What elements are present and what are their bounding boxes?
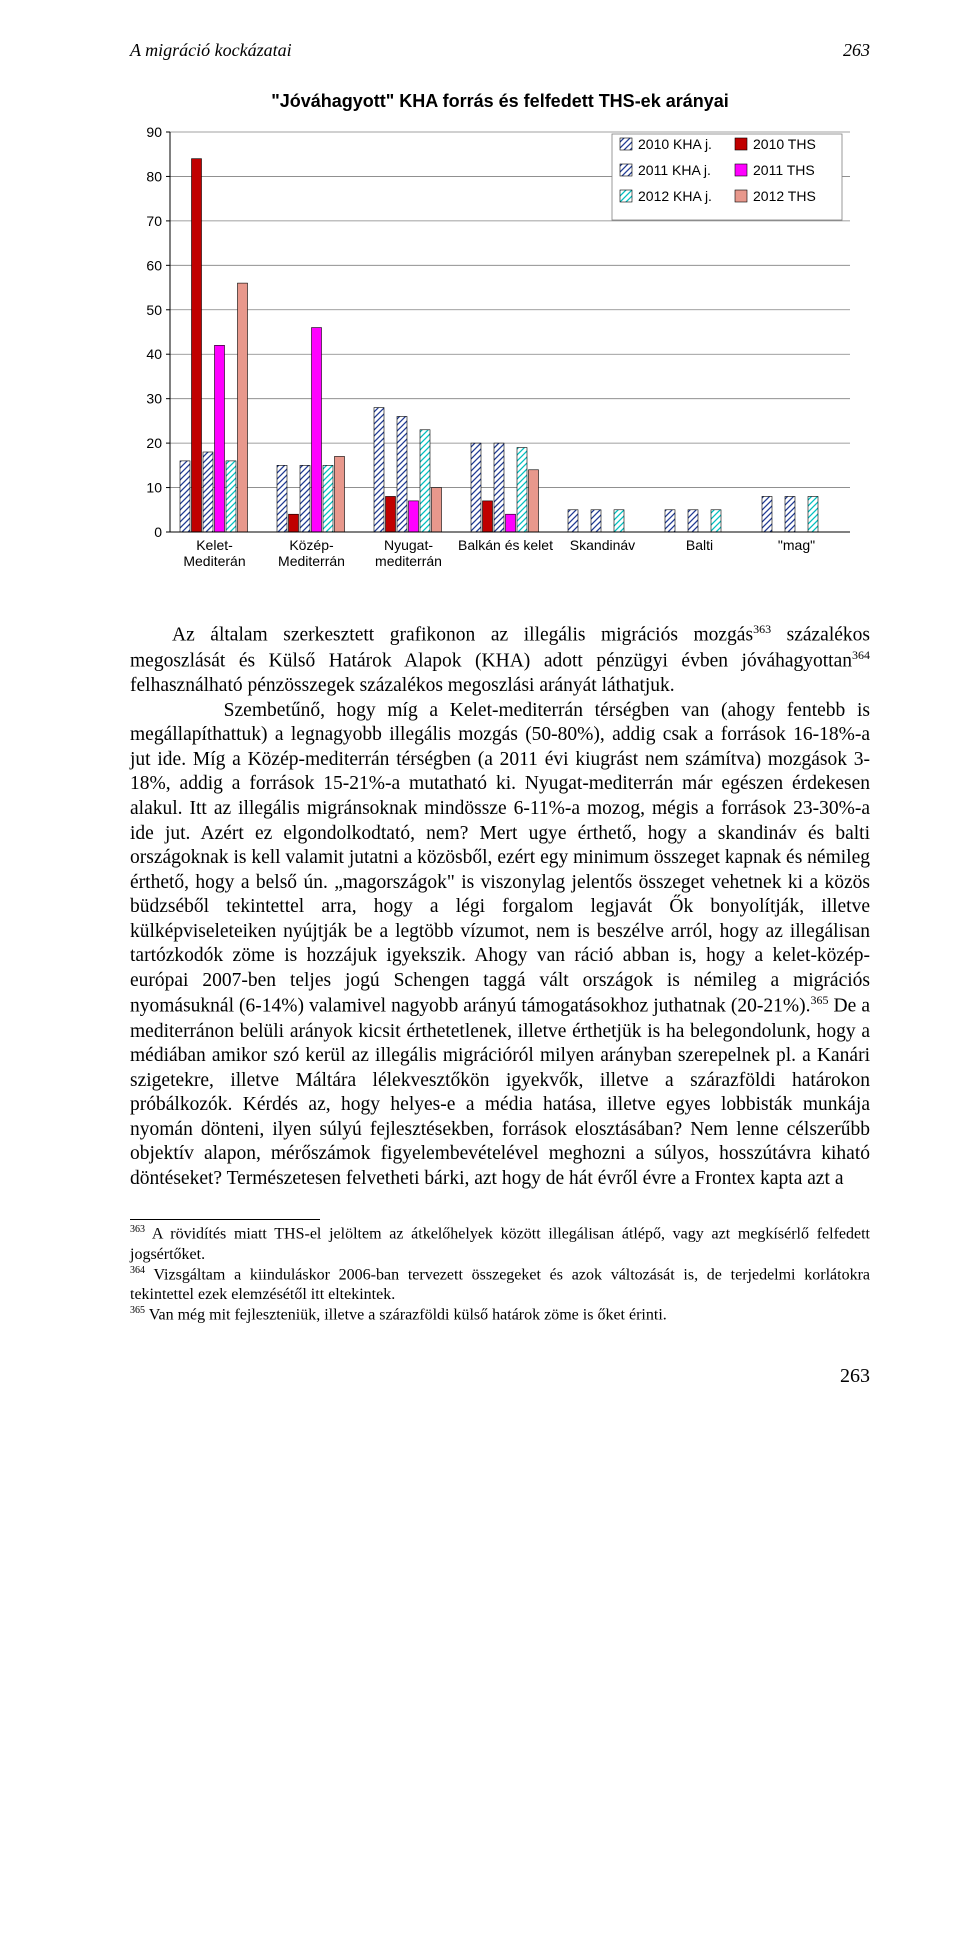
svg-text:mediterrán: mediterrán: [375, 553, 442, 569]
bar: [312, 328, 322, 532]
bar: [374, 408, 384, 532]
bar: [215, 345, 225, 532]
bar: [591, 510, 601, 532]
legend-label: 2012 THS: [753, 188, 816, 204]
svg-text:Balti: Balti: [686, 537, 713, 553]
footnote-item: 363 A rövidítés miatt THS-el jelöltem az…: [130, 1224, 870, 1264]
bar: [203, 452, 213, 532]
bar: [614, 510, 624, 532]
bar: [420, 430, 430, 532]
header-right: 263: [843, 40, 870, 61]
page-number: 263: [130, 1365, 870, 1388]
svg-text:Mediterrán: Mediterrán: [278, 553, 345, 569]
bar: [409, 501, 419, 532]
bar: [711, 510, 721, 532]
legend-swatch: [620, 164, 632, 176]
bar: [665, 510, 675, 532]
bar: [529, 470, 539, 532]
footnotes: 363 A rövidítés miatt THS-el jelöltem az…: [130, 1224, 870, 1325]
bar: [335, 456, 345, 532]
bar: [432, 488, 442, 532]
bar: [226, 461, 236, 532]
bar: [180, 461, 190, 532]
bar: [688, 510, 698, 532]
bar: [238, 283, 248, 532]
legend-label: 2010 KHA j.: [638, 136, 712, 152]
svg-text:20: 20: [146, 435, 162, 451]
legend-swatch: [620, 190, 632, 202]
bar: [289, 514, 299, 532]
body-paragraph: Az általam szerkesztett grafikonon az il…: [130, 622, 870, 1191]
bar: [277, 465, 287, 532]
bar: [483, 501, 493, 532]
svg-text:Kelet-: Kelet-: [196, 537, 233, 553]
header-left: A migráció kockázatai: [130, 40, 292, 61]
footnote-item: 364 Vizsgáltam a kiinduláskor 2006-ban t…: [130, 1265, 870, 1305]
bar: [471, 443, 481, 532]
legend-swatch: [620, 138, 632, 150]
svg-text:Skandináv: Skandináv: [570, 537, 635, 553]
svg-text:40: 40: [146, 346, 162, 362]
bar: [323, 465, 333, 532]
bar: [300, 465, 310, 532]
svg-text:Mediterán: Mediterán: [183, 553, 245, 569]
svg-text:70: 70: [146, 213, 162, 229]
bar: [808, 496, 818, 532]
footnote-item: 365 Van még mit fejleszteniük, illetve a…: [130, 1305, 870, 1325]
bar: [506, 514, 516, 532]
legend-swatch: [735, 138, 747, 150]
legend-swatch: [735, 164, 747, 176]
svg-text:Közép-: Közép-: [289, 537, 334, 553]
legend-label: 2011 THS: [753, 162, 815, 178]
bar: [192, 159, 202, 532]
svg-text:0: 0: [154, 524, 162, 540]
legend-label: 2012 KHA j.: [638, 188, 712, 204]
bar: [494, 443, 504, 532]
chart-title: "Jóváhagyott" KHA forrás és felfedett TH…: [130, 91, 870, 112]
legend-label: 2010 THS: [753, 136, 816, 152]
svg-text:"mag": "mag": [778, 537, 815, 553]
bar-chart: 0 10 20 30 40 50 60 70 80 90 Kelet-Mediterán Közép-…: [130, 122, 870, 592]
svg-text:Balkán és kelet: Balkán és kelet: [458, 537, 553, 553]
bar: [785, 496, 795, 532]
svg-text:60: 60: [146, 257, 162, 273]
svg-text:50: 50: [146, 302, 162, 318]
legend-label: 2011 KHA j.: [638, 162, 711, 178]
svg-text:30: 30: [146, 391, 162, 407]
footnote-separator: [130, 1219, 320, 1220]
bar: [517, 448, 527, 532]
running-header: A migráció kockázatai 263: [130, 40, 870, 61]
legend-swatch: [735, 190, 747, 202]
svg-text:80: 80: [146, 168, 162, 184]
svg-text:90: 90: [146, 124, 162, 140]
bar: [386, 496, 396, 532]
svg-text:Nyugat-: Nyugat-: [384, 537, 433, 553]
bar: [397, 416, 407, 532]
bar: [568, 510, 578, 532]
svg-text:10: 10: [146, 480, 162, 496]
bar: [762, 496, 772, 532]
